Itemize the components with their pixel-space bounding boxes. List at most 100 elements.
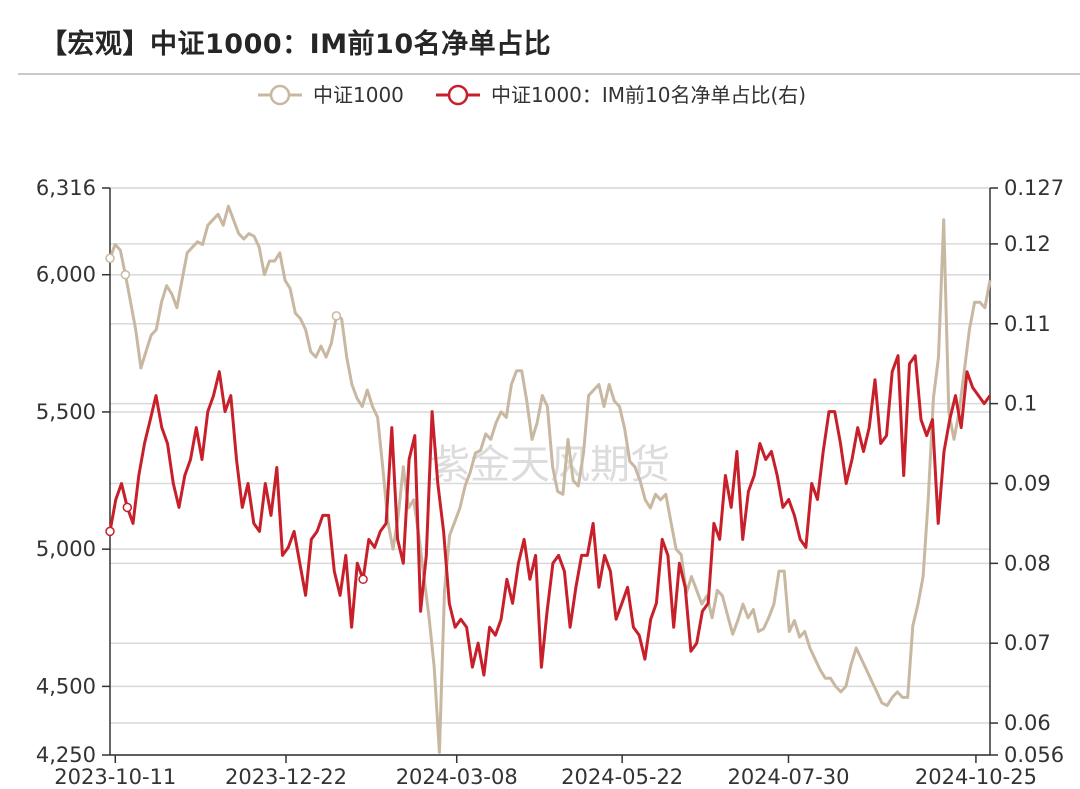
data-point-1-138 <box>902 474 905 477</box>
data-point-0-51 <box>371 405 374 408</box>
data-point-1-101 <box>689 650 692 653</box>
data-point-0-29 <box>258 246 261 249</box>
data-point-1-123 <box>816 498 819 501</box>
data-point-0-48 <box>356 397 359 400</box>
x-tick-label-4: 2024-07-30 <box>727 765 849 789</box>
data-point-1-65 <box>482 674 485 677</box>
data-point-1-14 <box>189 458 192 461</box>
x-tick-label-1: 2023-12-22 <box>225 765 347 789</box>
data-point-1-42 <box>350 626 353 629</box>
data-point-0-12 <box>170 292 173 295</box>
data-point-1-29 <box>275 466 278 469</box>
data-point-0-146 <box>860 657 863 660</box>
data-point-0-171 <box>989 279 992 282</box>
data-point-0-155 <box>906 696 909 699</box>
data-point-1-106 <box>718 538 721 541</box>
y-left-tick-label-1: 4,500 <box>36 674 96 698</box>
data-point-1-73 <box>528 578 531 581</box>
data-point-0-164 <box>953 438 956 441</box>
data-point-1-76 <box>546 610 549 613</box>
data-point-1-8 <box>155 394 158 397</box>
data-point-1-23 <box>241 506 244 509</box>
data-point-0-5 <box>134 328 137 331</box>
data-point-0-73 <box>484 432 487 435</box>
data-point-1-85 <box>597 586 600 589</box>
data-point-0-68 <box>458 507 461 510</box>
data-point-1-26 <box>258 530 261 533</box>
data-point-0-83 <box>536 421 539 424</box>
data-point-1-104 <box>707 602 710 605</box>
data-point-0-10 <box>160 301 163 304</box>
data-point-0-65 <box>443 589 446 592</box>
data-point-0-71 <box>474 452 477 455</box>
data-point-1-103 <box>701 610 704 613</box>
data-point-1-91 <box>632 626 635 629</box>
data-point-0-30 <box>263 273 266 276</box>
data-point-1-146 <box>948 418 951 421</box>
y-right-tick-label-5: 0.1 <box>1004 392 1037 416</box>
data-point-0-119 <box>721 594 724 597</box>
data-point-0-169 <box>978 301 981 304</box>
data-point-1-148 <box>960 426 963 429</box>
data-point-1-13 <box>183 474 186 477</box>
data-point-0-132 <box>788 630 791 633</box>
data-point-0-37 <box>299 317 302 320</box>
data-point-1-57 <box>436 482 439 485</box>
data-point-0-106 <box>654 493 657 496</box>
data-point-1-55 <box>425 554 428 557</box>
data-point-0-105 <box>649 507 652 510</box>
data-point-1-35 <box>310 538 313 541</box>
data-point-0-1 <box>114 243 117 246</box>
data-point-1-60 <box>454 626 457 629</box>
data-point-0-162 <box>942 218 945 221</box>
data-point-0-52 <box>376 416 379 419</box>
data-point-0-135 <box>803 630 806 633</box>
data-point-1-143 <box>931 418 934 421</box>
data-point-1-134 <box>879 442 882 445</box>
data-point-0-59 <box>412 498 415 501</box>
legend[interactable]: 中证1000 中证1000：IM前10名净单占比(右) <box>258 83 806 107</box>
data-point-0-26 <box>242 238 245 241</box>
legend-item-ratio[interactable]: 中证1000：IM前10名净单占比(右) <box>436 83 806 107</box>
data-point-0-24 <box>232 218 235 221</box>
data-point-0-64 <box>438 751 441 754</box>
data-point-0-22 <box>222 224 225 227</box>
data-point-1-119 <box>793 514 796 517</box>
data-point-1-66 <box>488 626 491 629</box>
data-point-0-17 <box>196 240 199 243</box>
x-tick-label-3: 2024-05-22 <box>561 765 683 789</box>
data-point-1-100 <box>684 586 687 589</box>
data-point-1-69 <box>505 578 508 581</box>
y-right-tick-label-7: 0.12 <box>1004 232 1051 256</box>
data-point-1-70 <box>511 602 514 605</box>
data-point-1-63 <box>471 666 474 669</box>
data-point-1-112 <box>753 474 756 477</box>
data-point-0-25 <box>237 232 240 235</box>
data-point-0-160 <box>932 397 935 400</box>
data-point-1-51 <box>402 562 405 565</box>
data-point-1-127 <box>839 442 842 445</box>
data-point-1-86 <box>603 554 606 557</box>
data-point-0-121 <box>731 633 734 636</box>
data-point-0-151 <box>886 704 889 707</box>
legend-item-index[interactable]: 中证1000 <box>258 83 404 107</box>
data-point-1-74 <box>534 554 537 557</box>
data-point-1-49 <box>390 426 393 429</box>
data-point-1-81 <box>574 586 577 589</box>
data-point-0-170 <box>983 306 986 309</box>
legend-label-index: 中证1000 <box>313 83 404 107</box>
marker-4 <box>122 502 133 513</box>
data-point-1-136 <box>891 370 894 373</box>
data-point-0-81 <box>525 400 528 403</box>
series-0 <box>108 204 992 754</box>
data-point-0-33 <box>278 251 281 254</box>
data-point-1-82 <box>580 554 583 557</box>
data-point-1-12 <box>178 506 181 509</box>
data-point-0-21 <box>217 213 220 216</box>
data-point-1-31 <box>287 546 290 549</box>
data-point-0-166 <box>963 369 966 372</box>
data-point-1-87 <box>609 570 612 573</box>
data-point-0-2 <box>119 249 122 252</box>
data-point-1-131 <box>862 450 865 453</box>
page-title: 【宏观】中证1000：IM前10名净单占比 <box>40 29 552 60</box>
